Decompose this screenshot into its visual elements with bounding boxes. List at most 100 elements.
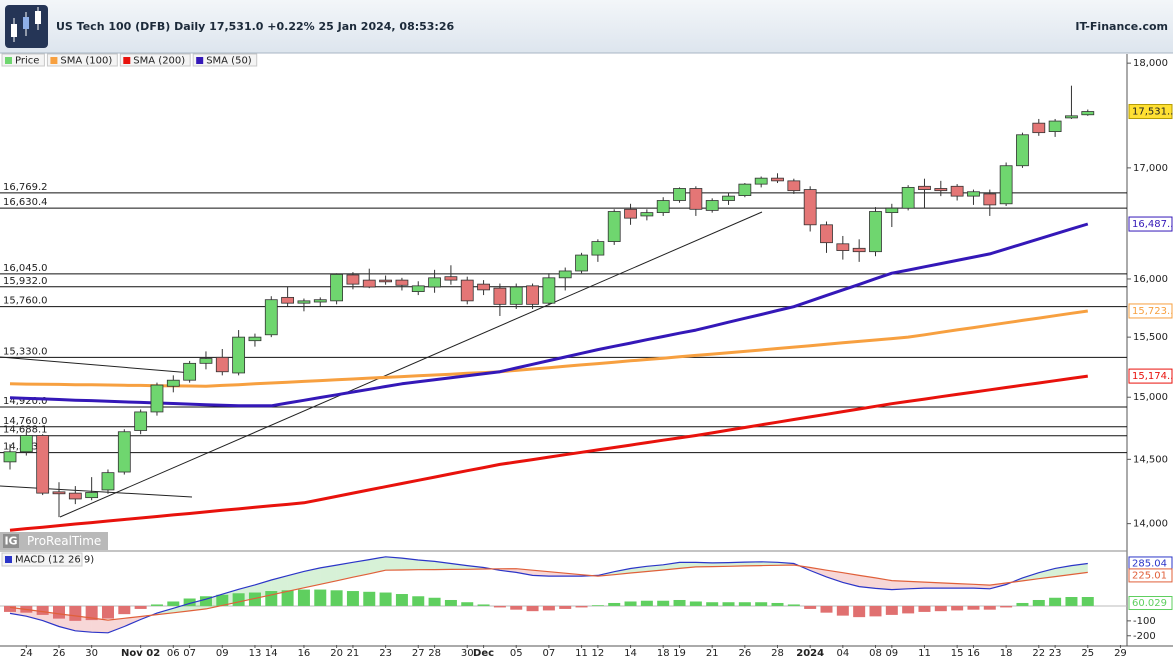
legend-swatch (50, 57, 58, 64)
candle-body (852, 247, 866, 253)
macd-signal-fill (744, 561, 762, 566)
candle-body (803, 189, 817, 226)
macd-histogram-bar (575, 605, 588, 608)
macd-signal-fill (908, 581, 925, 589)
macd-histogram-bar (1032, 599, 1045, 606)
macd-histogram-bar (363, 591, 376, 606)
candle-body (395, 279, 409, 286)
x-tick-label: 2024 (796, 648, 824, 659)
macd-signal-fill (401, 558, 419, 571)
macd-histogram-bar (395, 594, 408, 606)
watermark: IG ProRealTime (0, 532, 108, 550)
macd-histogram-bar (542, 605, 555, 611)
macd-signal-fill (336, 562, 353, 581)
candle-body (68, 492, 82, 500)
macd-signal-fill (124, 616, 141, 627)
x-tick-label: 18 (1000, 648, 1013, 659)
x-tick-label: 04 (836, 648, 849, 659)
candle-body (297, 300, 311, 304)
y-tick-label: 14,000 (1133, 519, 1168, 530)
candle-body (640, 212, 654, 217)
end-label-box (1128, 368, 1173, 384)
macd-histogram-bar (934, 605, 947, 612)
macd-signal-fill (1038, 568, 1056, 579)
x-tick-label: 18 (657, 648, 670, 659)
x-tick-label: 27 (412, 648, 425, 659)
macd-histogram-bar (526, 605, 539, 612)
x-tick-label: 30 (461, 648, 474, 659)
x-tick-label: 07 (183, 648, 196, 659)
x-tick-label: 07 (543, 648, 556, 659)
macd-histogram-bar (738, 602, 751, 606)
x-tick-label: 22 (1032, 648, 1045, 659)
candle-body (542, 277, 556, 304)
x-tick-label: 28 (771, 648, 784, 659)
candle-body (591, 241, 605, 256)
macd-histogram-bar (853, 605, 866, 618)
x-tick-label: 23 (1049, 648, 1062, 659)
macd-histogram-bar (902, 605, 915, 614)
macd-end-label: 60.029 (1132, 598, 1167, 609)
candle-body (85, 492, 99, 499)
x-tick-label: 25 (1081, 648, 1094, 659)
macd-histogram-bar (461, 602, 474, 606)
y-tick-label: 15,500 (1133, 332, 1168, 343)
legend-item (1, 552, 83, 567)
source-site[interactable]: IT-Finance.com (1075, 20, 1168, 33)
macd-histogram-bar (118, 605, 131, 615)
candle-body (575, 254, 588, 272)
macd-signal-fill (1055, 565, 1072, 577)
price-end-label: 17,531.. (1132, 107, 1173, 118)
macd-histogram-bar (493, 605, 506, 608)
x-tick-label: 11 (575, 648, 588, 659)
sma-end-label: 15,174.. (1132, 371, 1173, 382)
candle-body (624, 208, 637, 219)
candle-body (771, 177, 784, 182)
legend-label: SMA (50) (206, 56, 252, 67)
sma-line (9, 374, 1089, 532)
legend-label: Price (15, 56, 39, 67)
macd-histogram-bar (591, 605, 604, 606)
legend-label: SMA (100) (60, 56, 112, 67)
level-label: 16,769.2 (3, 182, 48, 193)
candle-body (787, 180, 801, 192)
macd-histogram-bar (232, 593, 245, 606)
macd-histogram-bar (167, 601, 180, 606)
macd-histogram-bar (428, 597, 441, 606)
candle-body (607, 211, 621, 242)
candles-layer (3, 85, 1095, 518)
macd-histogram-bar (379, 592, 392, 606)
candle-body (999, 165, 1013, 205)
candle-body (166, 379, 180, 387)
candle-body (1016, 134, 1029, 167)
x-tick-label: 14 (265, 648, 278, 659)
y-tick-label: 14,500 (1133, 454, 1168, 465)
price-label-box (1128, 104, 1173, 120)
legend-swatch (5, 57, 12, 64)
macd-histogram-bar (673, 599, 686, 606)
candle-body (689, 188, 703, 210)
candle-body (150, 384, 164, 413)
candle-body (558, 270, 572, 279)
macd-signal-fill (418, 560, 435, 570)
level-label: 15,760.0 (3, 296, 48, 307)
x-tick-label: 05 (510, 648, 523, 659)
watermark-product: ProRealTime (27, 534, 101, 548)
macd-histogram-bar (1049, 597, 1062, 606)
candle-body (134, 411, 148, 431)
candle-body (967, 191, 980, 197)
x-tick-label: 23 (379, 648, 392, 659)
macd-histogram-bar (183, 598, 196, 606)
legend-layer: Price SMA (100) SMA (200) SMA (50) MACD (12 … (1, 53, 258, 567)
level-label: 16,045.0 (3, 263, 48, 274)
app-icon (5, 5, 48, 48)
legend-item (119, 53, 191, 67)
macd-signal-fill (891, 580, 909, 590)
macd-signal-fill (303, 567, 321, 588)
candle-body (705, 200, 719, 211)
legend-swatch (5, 556, 12, 563)
x-tick-label: 30 (85, 648, 98, 659)
macd-histogram-bar (967, 605, 980, 610)
y-tick-label: -100 (1133, 616, 1156, 627)
x-tick-label: 21 (347, 648, 360, 659)
